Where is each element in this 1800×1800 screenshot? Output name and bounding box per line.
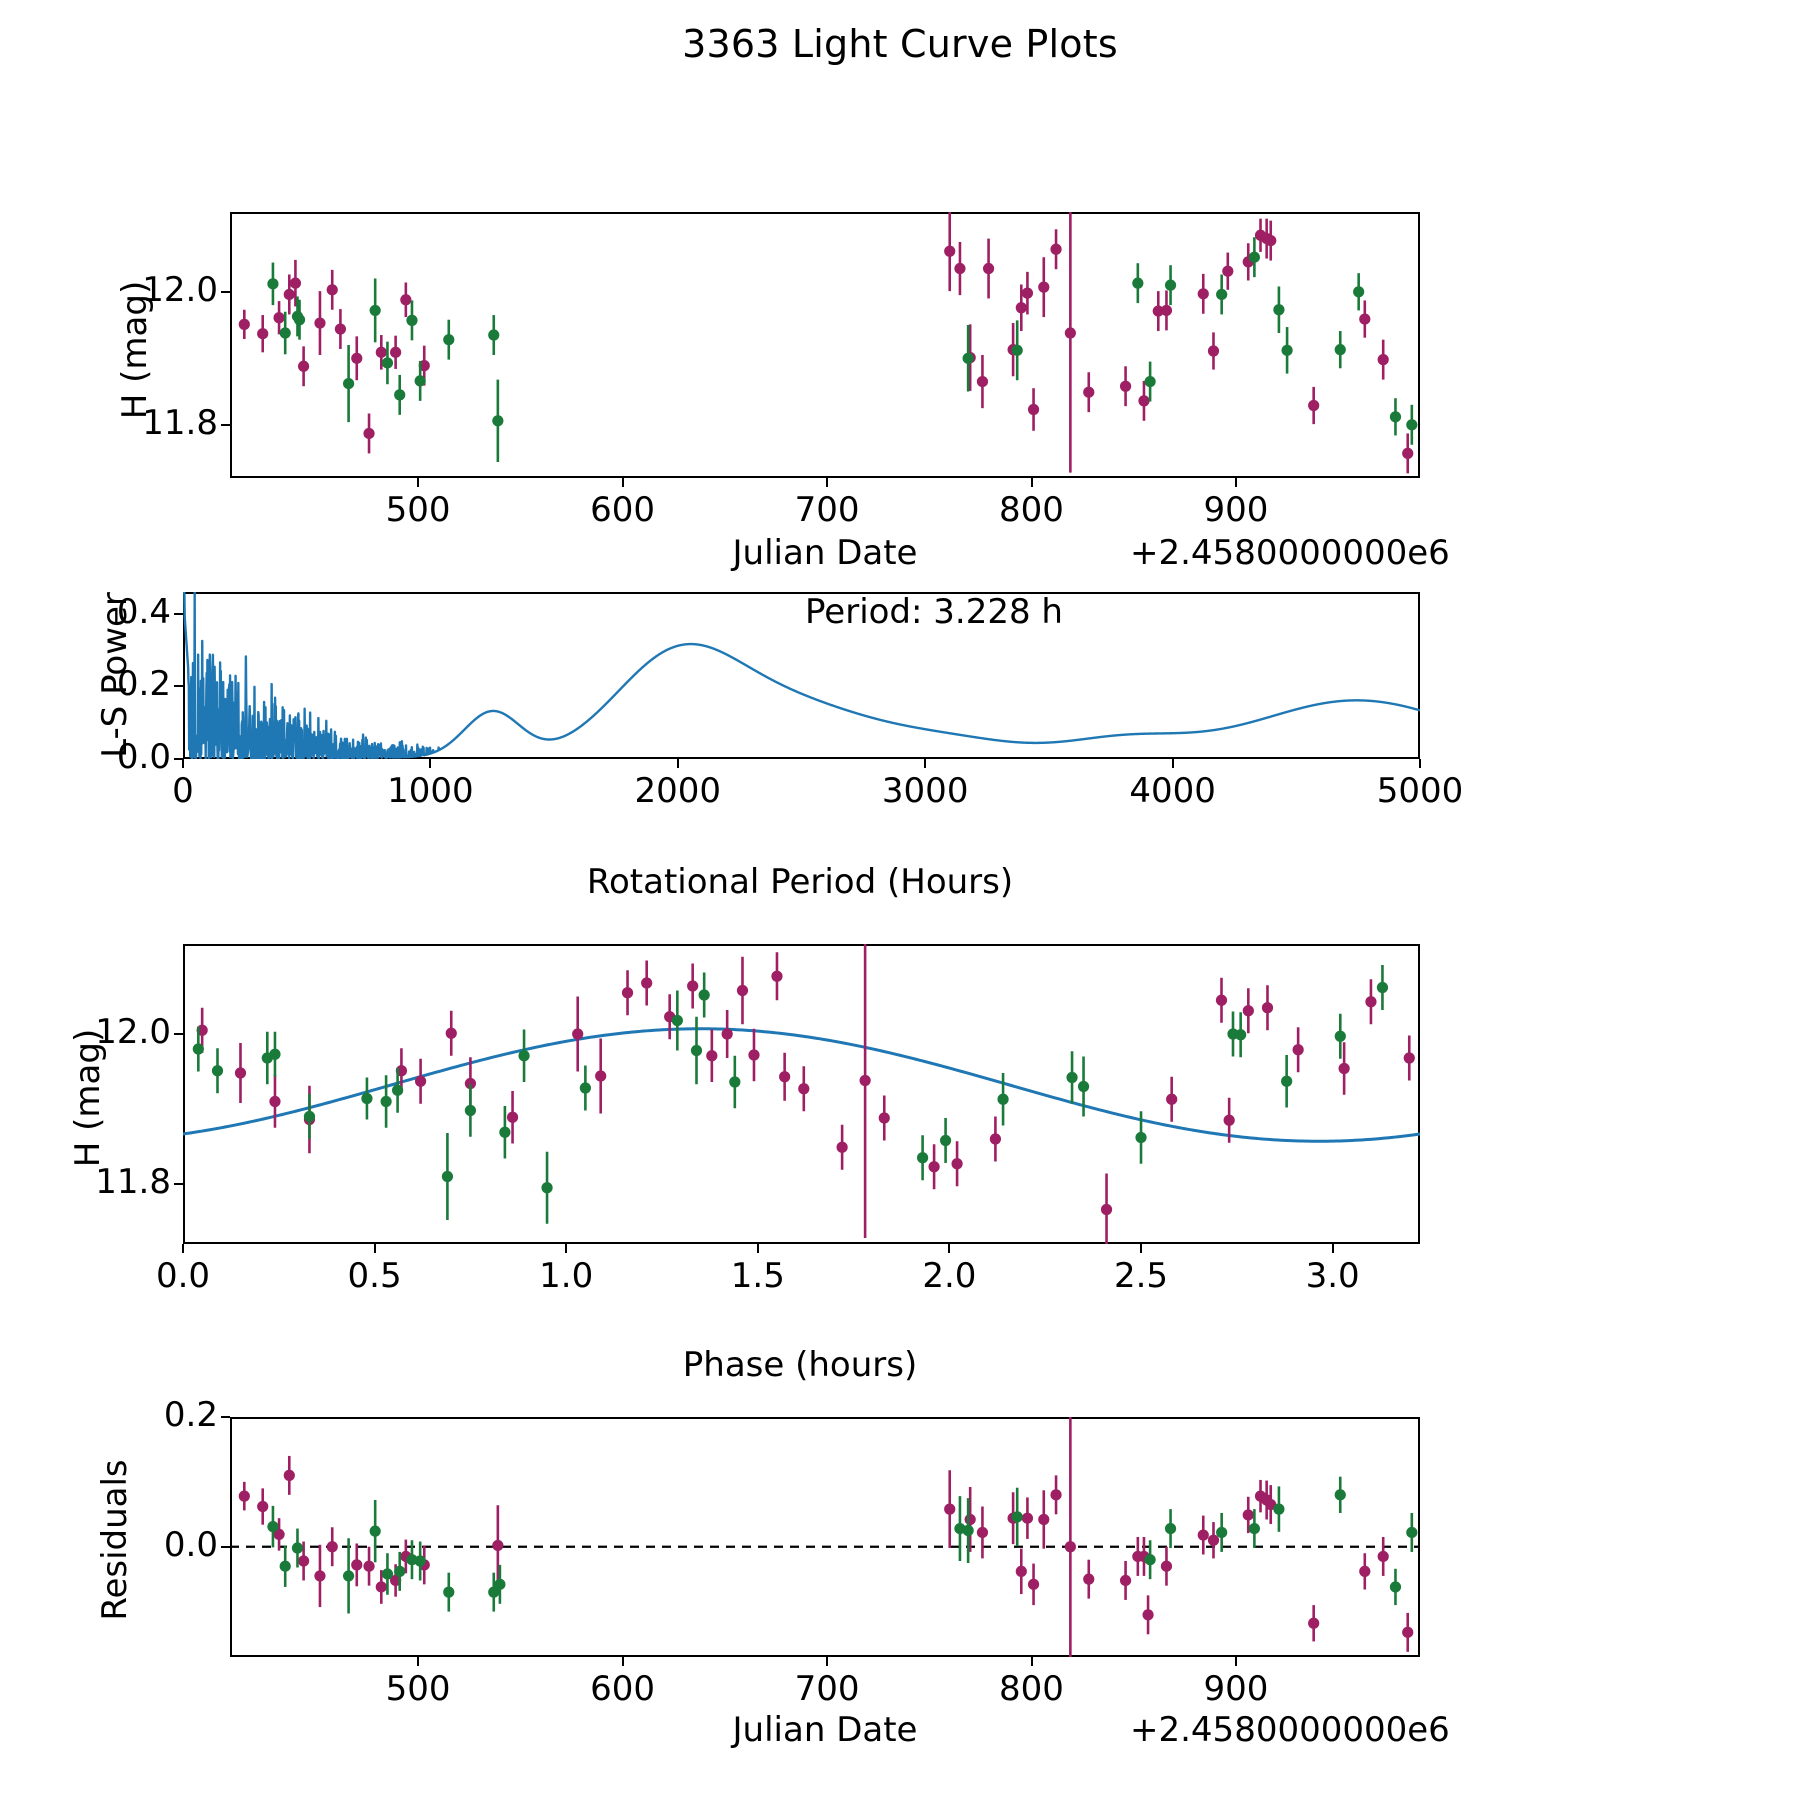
x-tick-label: 0 [172, 771, 194, 811]
x-tick-mark [1234, 1657, 1237, 1666]
x-tick-label: 1.0 [539, 1256, 594, 1296]
x-tick-label: 500 [385, 1669, 451, 1709]
y-tick-mark [174, 685, 183, 688]
panel-light-curve [230, 212, 1420, 478]
panel-periodogram [183, 592, 1420, 759]
y-tick-mark [174, 1183, 183, 1185]
y-tick-mark [221, 1545, 230, 1548]
x-tick-label: 0.5 [347, 1256, 402, 1296]
y-tick-label: 0.4 [116, 591, 171, 632]
x-tick-label: 700 [794, 490, 860, 530]
x-tick-label: 5000 [1376, 771, 1464, 811]
x-tick-label: 900 [1203, 1669, 1269, 1709]
panel-residuals [230, 1417, 1420, 1657]
x-tick-mark [182, 759, 184, 768]
panel-frame [230, 212, 1420, 478]
y-tick-mark [174, 1033, 183, 1035]
light-curve-plot-area [238, 212, 1418, 474]
x-tick-label: 1000 [387, 771, 474, 811]
x-tick-label: 500 [385, 490, 451, 530]
x-tick-mark [826, 478, 829, 487]
x-tick-mark [1140, 1244, 1143, 1253]
x-tick-mark [621, 1657, 624, 1666]
residuals-plot-area [230, 1417, 1420, 1657]
x-tick-label: 600 [590, 490, 656, 530]
x-tick-mark [417, 1657, 420, 1666]
x-tick-label: 3000 [881, 771, 969, 811]
x-tick-label: 0.0 [155, 1256, 211, 1296]
y-tick-label: 11.8 [142, 402, 218, 443]
y-tick-label: 0.0 [116, 737, 171, 777]
x-tick-mark [565, 1244, 568, 1253]
x-tick-label: 2.5 [1113, 1256, 1169, 1296]
y-tick-mark [221, 290, 230, 293]
y-tick-label: 11.8 [95, 1162, 171, 1202]
x-tick-mark [621, 478, 624, 487]
panel-frame [183, 592, 1420, 759]
x-tick-label: 600 [590, 1669, 656, 1709]
x-tick-mark [756, 1244, 759, 1253]
x-tick-label: 700 [794, 1669, 860, 1709]
x-tick-mark [373, 1244, 376, 1253]
y-tick-label: 12.0 [142, 269, 218, 310]
x-tick-label: 800 [999, 490, 1064, 530]
y-tick-label: 12.0 [95, 1012, 171, 1052]
x-tick-label: 2.0 [922, 1256, 977, 1296]
panel-frame [230, 1417, 1420, 1657]
axis-label-x-p3: Phase (hours) [682, 1345, 918, 1385]
x-tick-label: 800 [999, 1669, 1064, 1709]
x-tick-mark [1030, 478, 1033, 487]
x-tick-mark [924, 759, 927, 768]
x-tick-mark [417, 478, 420, 487]
y-tick-mark [174, 758, 183, 760]
period-annotation: Period: 3.228 h [805, 592, 1063, 632]
y-tick-label: 0.2 [116, 664, 171, 705]
x-tick-mark [1331, 1244, 1334, 1253]
x-tick-mark [1419, 759, 1421, 768]
x-tick-label: 2000 [634, 771, 722, 811]
x-tick-mark [429, 759, 432, 768]
page-title: 3363 Light Curve Plots [682, 22, 1118, 66]
axis-label-x-p4: Julian Date [732, 1710, 918, 1750]
y-tick-label: 0.0 [163, 1524, 218, 1565]
x-tick-mark [1030, 1657, 1033, 1666]
periodogram-plot-area [183, 592, 1420, 759]
axis-label-x-p2: Rotational Period (Hours) [586, 862, 1014, 902]
x-tick-label: 4000 [1129, 771, 1216, 811]
panel-frame [183, 944, 1420, 1244]
x-tick-mark [1171, 759, 1174, 768]
x-tick-label: 3.0 [1305, 1256, 1360, 1296]
axis-label-x-p1: Julian Date [732, 533, 918, 573]
x-tick-mark [182, 1244, 184, 1253]
x-tick-mark [948, 1244, 951, 1253]
panel-phase-folded [183, 944, 1420, 1244]
y-tick-mark [221, 1416, 230, 1418]
x-tick-label: 1.5 [730, 1256, 785, 1296]
phase-folded-plot-area [183, 944, 1420, 1244]
x-tick-mark [826, 1657, 829, 1666]
x-tick-mark [1234, 478, 1237, 487]
y-tick-mark [174, 612, 183, 615]
y-tick-label: 0.2 [163, 1395, 218, 1435]
y-tick-mark [221, 423, 230, 426]
x-tick-label: 900 [1203, 490, 1269, 530]
x-offset-text-p4: +2.4580000000e6 [1130, 1710, 1450, 1750]
x-tick-mark [676, 759, 679, 768]
x-offset-text-p1: +2.4580000000e6 [1130, 533, 1450, 573]
